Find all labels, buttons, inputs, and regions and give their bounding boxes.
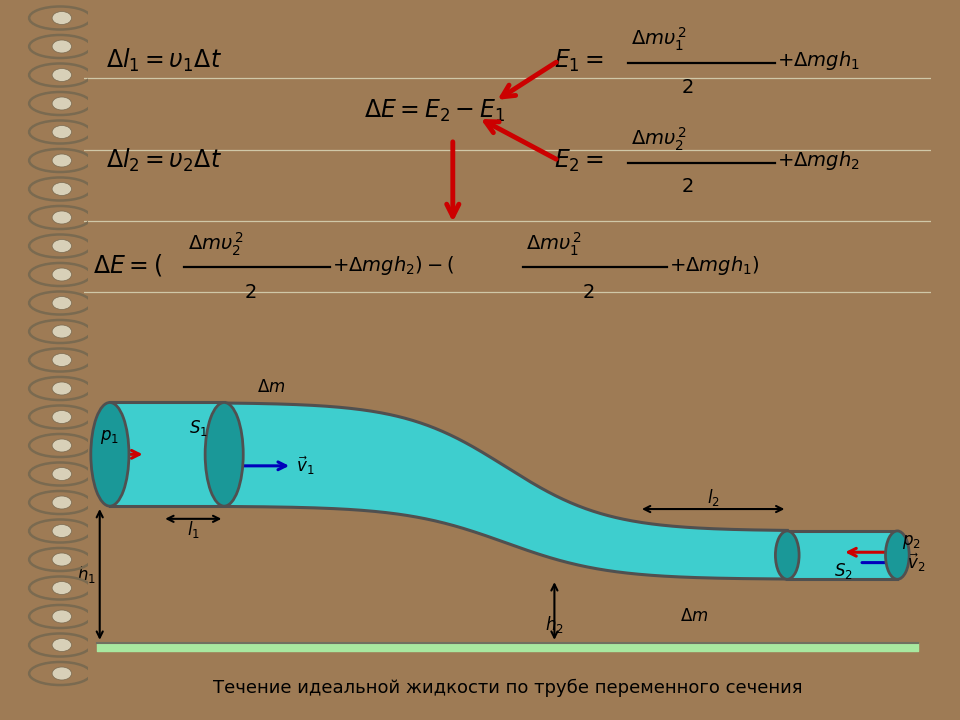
Text: $\Delta l_1 = \upsilon_1 \Delta t$: $\Delta l_1 = \upsilon_1 \Delta t$ bbox=[106, 47, 222, 74]
Text: $+ \Delta mgh_1$: $+ \Delta mgh_1$ bbox=[777, 49, 860, 72]
Text: $\vec{v}_1$: $\vec{v}_1$ bbox=[296, 454, 315, 477]
Text: $p_1$: $p_1$ bbox=[100, 428, 119, 446]
Ellipse shape bbox=[885, 531, 909, 580]
Text: $l_1$: $l_1$ bbox=[187, 518, 200, 540]
Text: Течение идеальной жидкости по трубе переменного сечения: Течение идеальной жидкости по трубе пере… bbox=[213, 679, 803, 698]
Ellipse shape bbox=[52, 610, 72, 623]
Text: $2$: $2$ bbox=[244, 283, 256, 302]
Ellipse shape bbox=[52, 524, 72, 537]
Text: $2$: $2$ bbox=[583, 283, 595, 302]
Ellipse shape bbox=[52, 496, 72, 509]
Ellipse shape bbox=[52, 667, 72, 680]
Polygon shape bbox=[225, 403, 787, 579]
Text: $\Delta m$: $\Delta m$ bbox=[256, 378, 285, 396]
Text: $+ \Delta mgh_2) - ($: $+ \Delta mgh_2) - ($ bbox=[332, 253, 454, 276]
Text: $2$: $2$ bbox=[682, 78, 694, 96]
Ellipse shape bbox=[52, 40, 72, 53]
Text: $l_2$: $l_2$ bbox=[707, 487, 720, 508]
Text: $p_2$: $p_2$ bbox=[901, 534, 921, 552]
Text: $+ \Delta mgh_1)$: $+ \Delta mgh_1)$ bbox=[669, 253, 759, 276]
Ellipse shape bbox=[52, 639, 72, 652]
Ellipse shape bbox=[52, 410, 72, 423]
Ellipse shape bbox=[91, 402, 129, 506]
Text: $\Delta m\upsilon_1^{\,2}$: $\Delta m\upsilon_1^{\,2}$ bbox=[631, 26, 686, 53]
Ellipse shape bbox=[52, 553, 72, 566]
Text: $S_2$: $S_2$ bbox=[834, 562, 852, 581]
Ellipse shape bbox=[52, 97, 72, 110]
Ellipse shape bbox=[52, 125, 72, 138]
Ellipse shape bbox=[52, 325, 72, 338]
Text: $h_2$: $h_2$ bbox=[545, 614, 564, 635]
Text: $\Delta l_2 = \upsilon_2 \Delta t$: $\Delta l_2 = \upsilon_2 \Delta t$ bbox=[106, 147, 222, 174]
Ellipse shape bbox=[52, 154, 72, 167]
Ellipse shape bbox=[52, 182, 72, 195]
Ellipse shape bbox=[52, 12, 72, 24]
Ellipse shape bbox=[205, 402, 243, 506]
Ellipse shape bbox=[52, 268, 72, 281]
Ellipse shape bbox=[52, 240, 72, 253]
Text: $\Delta m\upsilon_2^{\,2}$: $\Delta m\upsilon_2^{\,2}$ bbox=[188, 230, 244, 258]
Text: $2$: $2$ bbox=[682, 177, 694, 197]
Ellipse shape bbox=[776, 531, 799, 580]
Ellipse shape bbox=[52, 68, 72, 81]
Text: $+ \Delta mgh_2$: $+ \Delta mgh_2$ bbox=[777, 149, 860, 172]
Ellipse shape bbox=[52, 582, 72, 595]
Text: $E_2 =$: $E_2 =$ bbox=[555, 148, 605, 174]
Text: $\Delta E = E_2 - E_1$: $\Delta E = E_2 - E_1$ bbox=[364, 97, 505, 124]
Text: $\Delta m$: $\Delta m$ bbox=[680, 606, 708, 624]
Text: $\Delta m\upsilon_1^{\,2}$: $\Delta m\upsilon_1^{\,2}$ bbox=[526, 230, 583, 258]
Ellipse shape bbox=[52, 382, 72, 395]
Text: $\Delta E = ($: $\Delta E = ($ bbox=[93, 252, 162, 278]
Text: $h_1$: $h_1$ bbox=[77, 564, 95, 585]
Text: $\vec{v}_2$: $\vec{v}_2$ bbox=[907, 552, 925, 574]
Ellipse shape bbox=[52, 354, 72, 366]
Ellipse shape bbox=[52, 439, 72, 452]
Text: $E_1 =$: $E_1 =$ bbox=[555, 48, 605, 73]
Ellipse shape bbox=[52, 297, 72, 310]
Ellipse shape bbox=[52, 211, 72, 224]
Text: $S_1$: $S_1$ bbox=[189, 418, 208, 438]
Ellipse shape bbox=[52, 467, 72, 480]
Text: $\Delta m\upsilon_2^{\,2}$: $\Delta m\upsilon_2^{\,2}$ bbox=[631, 125, 686, 153]
